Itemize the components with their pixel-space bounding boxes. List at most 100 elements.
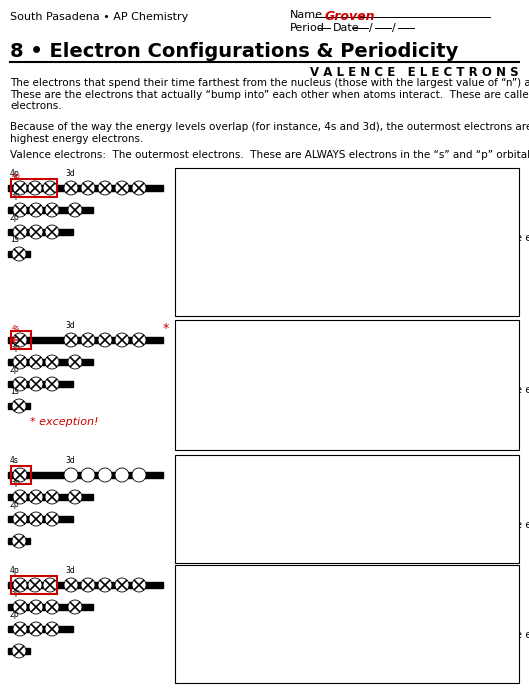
Bar [8,648,30,654]
Text: 3p: 3p [10,478,20,487]
Bar [8,604,93,610]
Bar [175,168,519,316]
Circle shape [12,247,26,261]
Text: South Pasadena • AP Chemistry: South Pasadena • AP Chemistry [10,12,188,22]
Text: Draw the orbital diagram for Cu.: Draw the orbital diagram for Cu. [181,360,351,370]
Text: 3p: 3p [10,191,20,200]
Circle shape [98,181,112,195]
Bar [8,359,93,365]
Text: 3d: 3d [65,566,75,575]
Text: *: * [323,412,333,425]
Text: 2p: 2p [10,365,20,374]
Text: 1s: 1s [10,387,19,396]
Text: How many electrons in an: How many electrons in an [181,336,320,346]
Circle shape [29,355,43,369]
Bar [8,582,163,588]
Bar [8,472,163,478]
Circle shape [45,600,59,614]
Circle shape [45,512,59,526]
Text: V A L E N C E   E L E C T R O N S: V A L E N C E E L E C T R O N S [311,66,519,79]
Text: 4p: 4p [10,566,20,575]
Text: arsenic,: arsenic, [274,336,315,346]
Text: 5: 5 [309,260,320,275]
Text: 29: 29 [346,336,367,351]
Circle shape [13,578,27,592]
Text: Draw a box around those electrons that would be called “valence electrons”.: Draw a box around those electrons that w… [181,630,529,640]
Text: As, atom?: As, atom? [304,184,359,194]
Text: 3d: 3d [65,456,75,465]
Circle shape [115,578,129,592]
Circle shape [29,622,43,636]
Circle shape [12,399,26,413]
Text: 3d: 3d [65,321,75,330]
Circle shape [28,181,42,195]
Circle shape [13,600,27,614]
Circle shape [64,468,78,482]
Circle shape [132,468,146,482]
Bar [175,320,519,450]
Text: arsenic,: arsenic, [274,184,315,194]
Text: copper: copper [273,328,305,337]
Text: 3p: 3p [10,343,20,352]
Bar [8,381,73,387]
Circle shape [45,490,59,504]
Circle shape [29,512,43,526]
Circle shape [115,468,129,482]
Circle shape [64,181,78,195]
Bar [11,576,57,594]
Text: 36: 36 [346,581,367,596]
Text: *: * [300,360,311,373]
Text: Cu, atom?: Cu, atom? [304,336,360,346]
Circle shape [68,600,82,614]
Text: How many electrons in an: How many electrons in an [181,184,320,194]
Text: 3p: 3p [10,588,20,597]
Text: /: / [369,23,373,33]
Bar [8,403,30,409]
Circle shape [13,468,27,482]
Text: 8: 8 [309,657,320,672]
Circle shape [45,203,59,217]
Circle shape [43,578,57,592]
Bar [8,207,93,213]
Circle shape [45,225,59,239]
Circle shape [81,578,95,592]
Circle shape [13,622,27,636]
Text: The electrons that spend their time farthest from the nucleus (those with the la: The electrons that spend their time fart… [10,78,529,111]
Circle shape [68,355,82,369]
Text: 2p: 2p [10,610,20,619]
Text: Draw a box around those electrons that would be called “valence electrons”.: Draw a box around those electrons that w… [181,520,529,530]
Text: How many electrons in an: How many electrons in an [181,471,320,481]
Text: Draw the orbital diagram for Ca.: Draw the orbital diagram for Ca. [181,495,351,505]
Text: 20: 20 [346,471,367,486]
Text: Period: Period [290,23,325,33]
Text: 4p: 4p [12,173,21,179]
Circle shape [68,490,82,504]
Text: Kr, atom?: Kr, atom? [304,581,357,591]
Circle shape [13,225,27,239]
Text: Name: Name [290,10,323,20]
Circle shape [13,377,27,391]
Text: How many valence electrons in Ca?: How many valence electrons in Ca? [181,547,367,557]
Bar [8,538,30,544]
Text: Draw a box around those electrons that would be called “valence electrons”.: Draw a box around those electrons that w… [181,385,529,395]
Circle shape [98,578,112,592]
Text: How many electrons in an: How many electrons in an [181,581,320,591]
Text: Valence electrons:  The outermost electrons.  These are ALWAYS electrons in the : Valence electrons: The outermost electro… [10,150,529,160]
Circle shape [98,468,112,482]
Text: *: * [163,322,169,335]
Text: 2p: 2p [10,213,20,222]
Text: Draw the orbital diagram for As.: Draw the orbital diagram for As. [181,208,350,218]
Circle shape [13,333,27,347]
Circle shape [13,490,27,504]
Text: calcium: calcium [271,463,306,472]
Text: krypto: krypto [275,573,304,582]
Circle shape [81,181,95,195]
Bar [11,179,57,197]
Circle shape [132,333,146,347]
Circle shape [81,333,95,347]
Text: 3d: 3d [65,169,75,178]
Circle shape [29,377,43,391]
Circle shape [43,181,57,195]
Circle shape [29,225,43,239]
Circle shape [64,333,78,347]
